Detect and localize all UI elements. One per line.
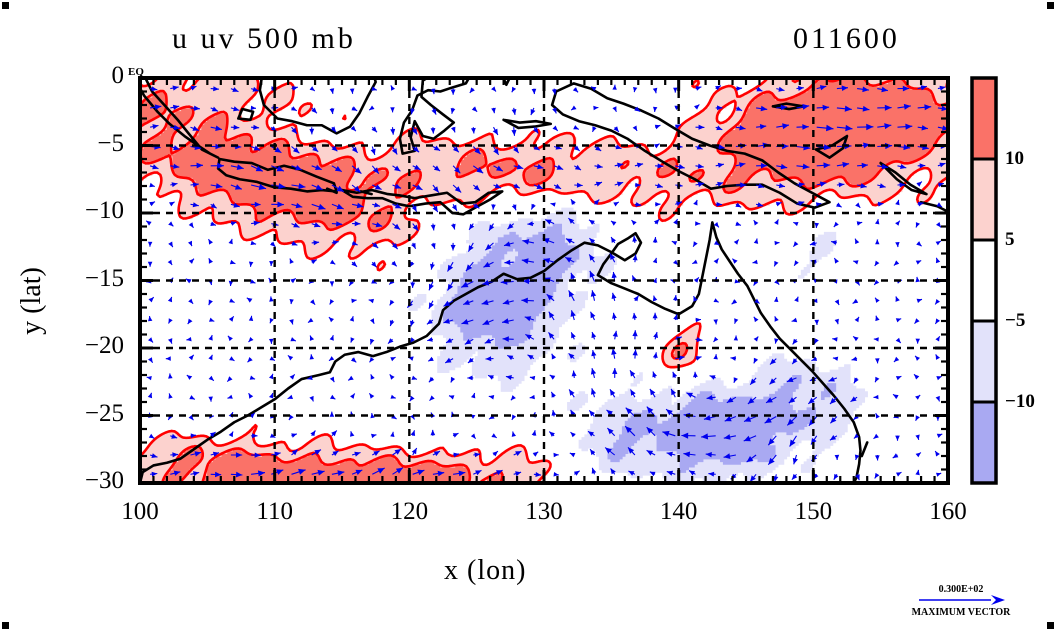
coastline-path: [258, 78, 377, 135]
x-tick-label: 100: [121, 498, 159, 525]
corner-mark-top-left: [2, 2, 9, 9]
colorbar-band: [970, 319, 998, 404]
vector-scale-legend: 0.300E+02 MAXIMUM VECTOR: [896, 584, 1026, 618]
colorbar-band: [970, 400, 998, 485]
vector-scale-caption: MAXIMUM VECTOR: [911, 607, 1011, 618]
vector-heads: [146, 84, 948, 482]
colorbar-tick-label: 10: [1005, 148, 1024, 169]
colorbar-tick-label: 5: [1005, 229, 1015, 250]
band-minus10-to-minus5: [408, 207, 868, 483]
plot-frame: [138, 76, 950, 485]
y-axis-tick-labels: 0 −5 −10 −15 −20 −25 −30: [0, 0, 132, 631]
corner-mark-bottom-left: [2, 622, 9, 629]
coastline-path: [340, 188, 504, 216]
coastline-path: [398, 78, 471, 155]
x-tick-label: 130: [525, 498, 563, 525]
coastline-path: [879, 161, 928, 196]
chart-title: u uv 500 mb: [172, 22, 356, 55]
coastline-path: [860, 441, 869, 458]
x-tick-label: 140: [659, 498, 698, 525]
x-tick-label: 160: [929, 498, 967, 525]
colorbar-band: [970, 157, 998, 242]
coastline-path: [502, 118, 553, 130]
colorbar-tick-label: −5: [1005, 310, 1026, 331]
band-gt-10: [140, 78, 948, 483]
x-tick-label: 120: [390, 498, 429, 525]
coastlines: [140, 78, 948, 483]
coastline-path: [550, 82, 831, 209]
gridlines: [140, 78, 948, 483]
coastline-path: [325, 187, 338, 195]
wind-vectors: [145, 84, 948, 483]
colorbar-tick-label: −10: [1005, 391, 1035, 412]
chart-datestamp: 011600: [793, 22, 900, 55]
band-lt-minus10: [443, 223, 837, 473]
x-tick-label: 110: [256, 498, 293, 525]
coastline-path: [140, 78, 220, 159]
colorbar-frame: [970, 76, 998, 485]
x-tick-label: 150: [794, 498, 833, 525]
y-tick-label: −5: [97, 129, 124, 157]
equator-label: EQ: [128, 66, 144, 78]
coastline-path: [359, 190, 373, 196]
vector-scale-arrow-icon: [919, 595, 1005, 605]
corner-mark-bottom-right: [1047, 622, 1054, 629]
colorbar: [970, 76, 998, 485]
y-tick-label: −30: [84, 467, 124, 494]
colorbar-band: [970, 238, 998, 323]
coastline-path: [237, 107, 255, 122]
x-axis-tick-labels: 100 110 120 130 140 150 160: [0, 498, 1056, 538]
corner-mark-top-right: [1047, 2, 1054, 9]
y-tick-label: −15: [84, 264, 124, 292]
vector-scale-value: 0.300E+02: [938, 584, 984, 595]
y-tick-label: −25: [84, 399, 124, 427]
x-axis-label: x (lon): [444, 555, 527, 586]
coastline-path: [140, 221, 862, 483]
colorbar-band: [970, 76, 998, 161]
y-tick-label: −20: [84, 332, 124, 359]
coastline-path: [919, 200, 948, 213]
y-tick-label: −10: [84, 197, 124, 224]
y-tick-label: 0: [111, 62, 125, 89]
